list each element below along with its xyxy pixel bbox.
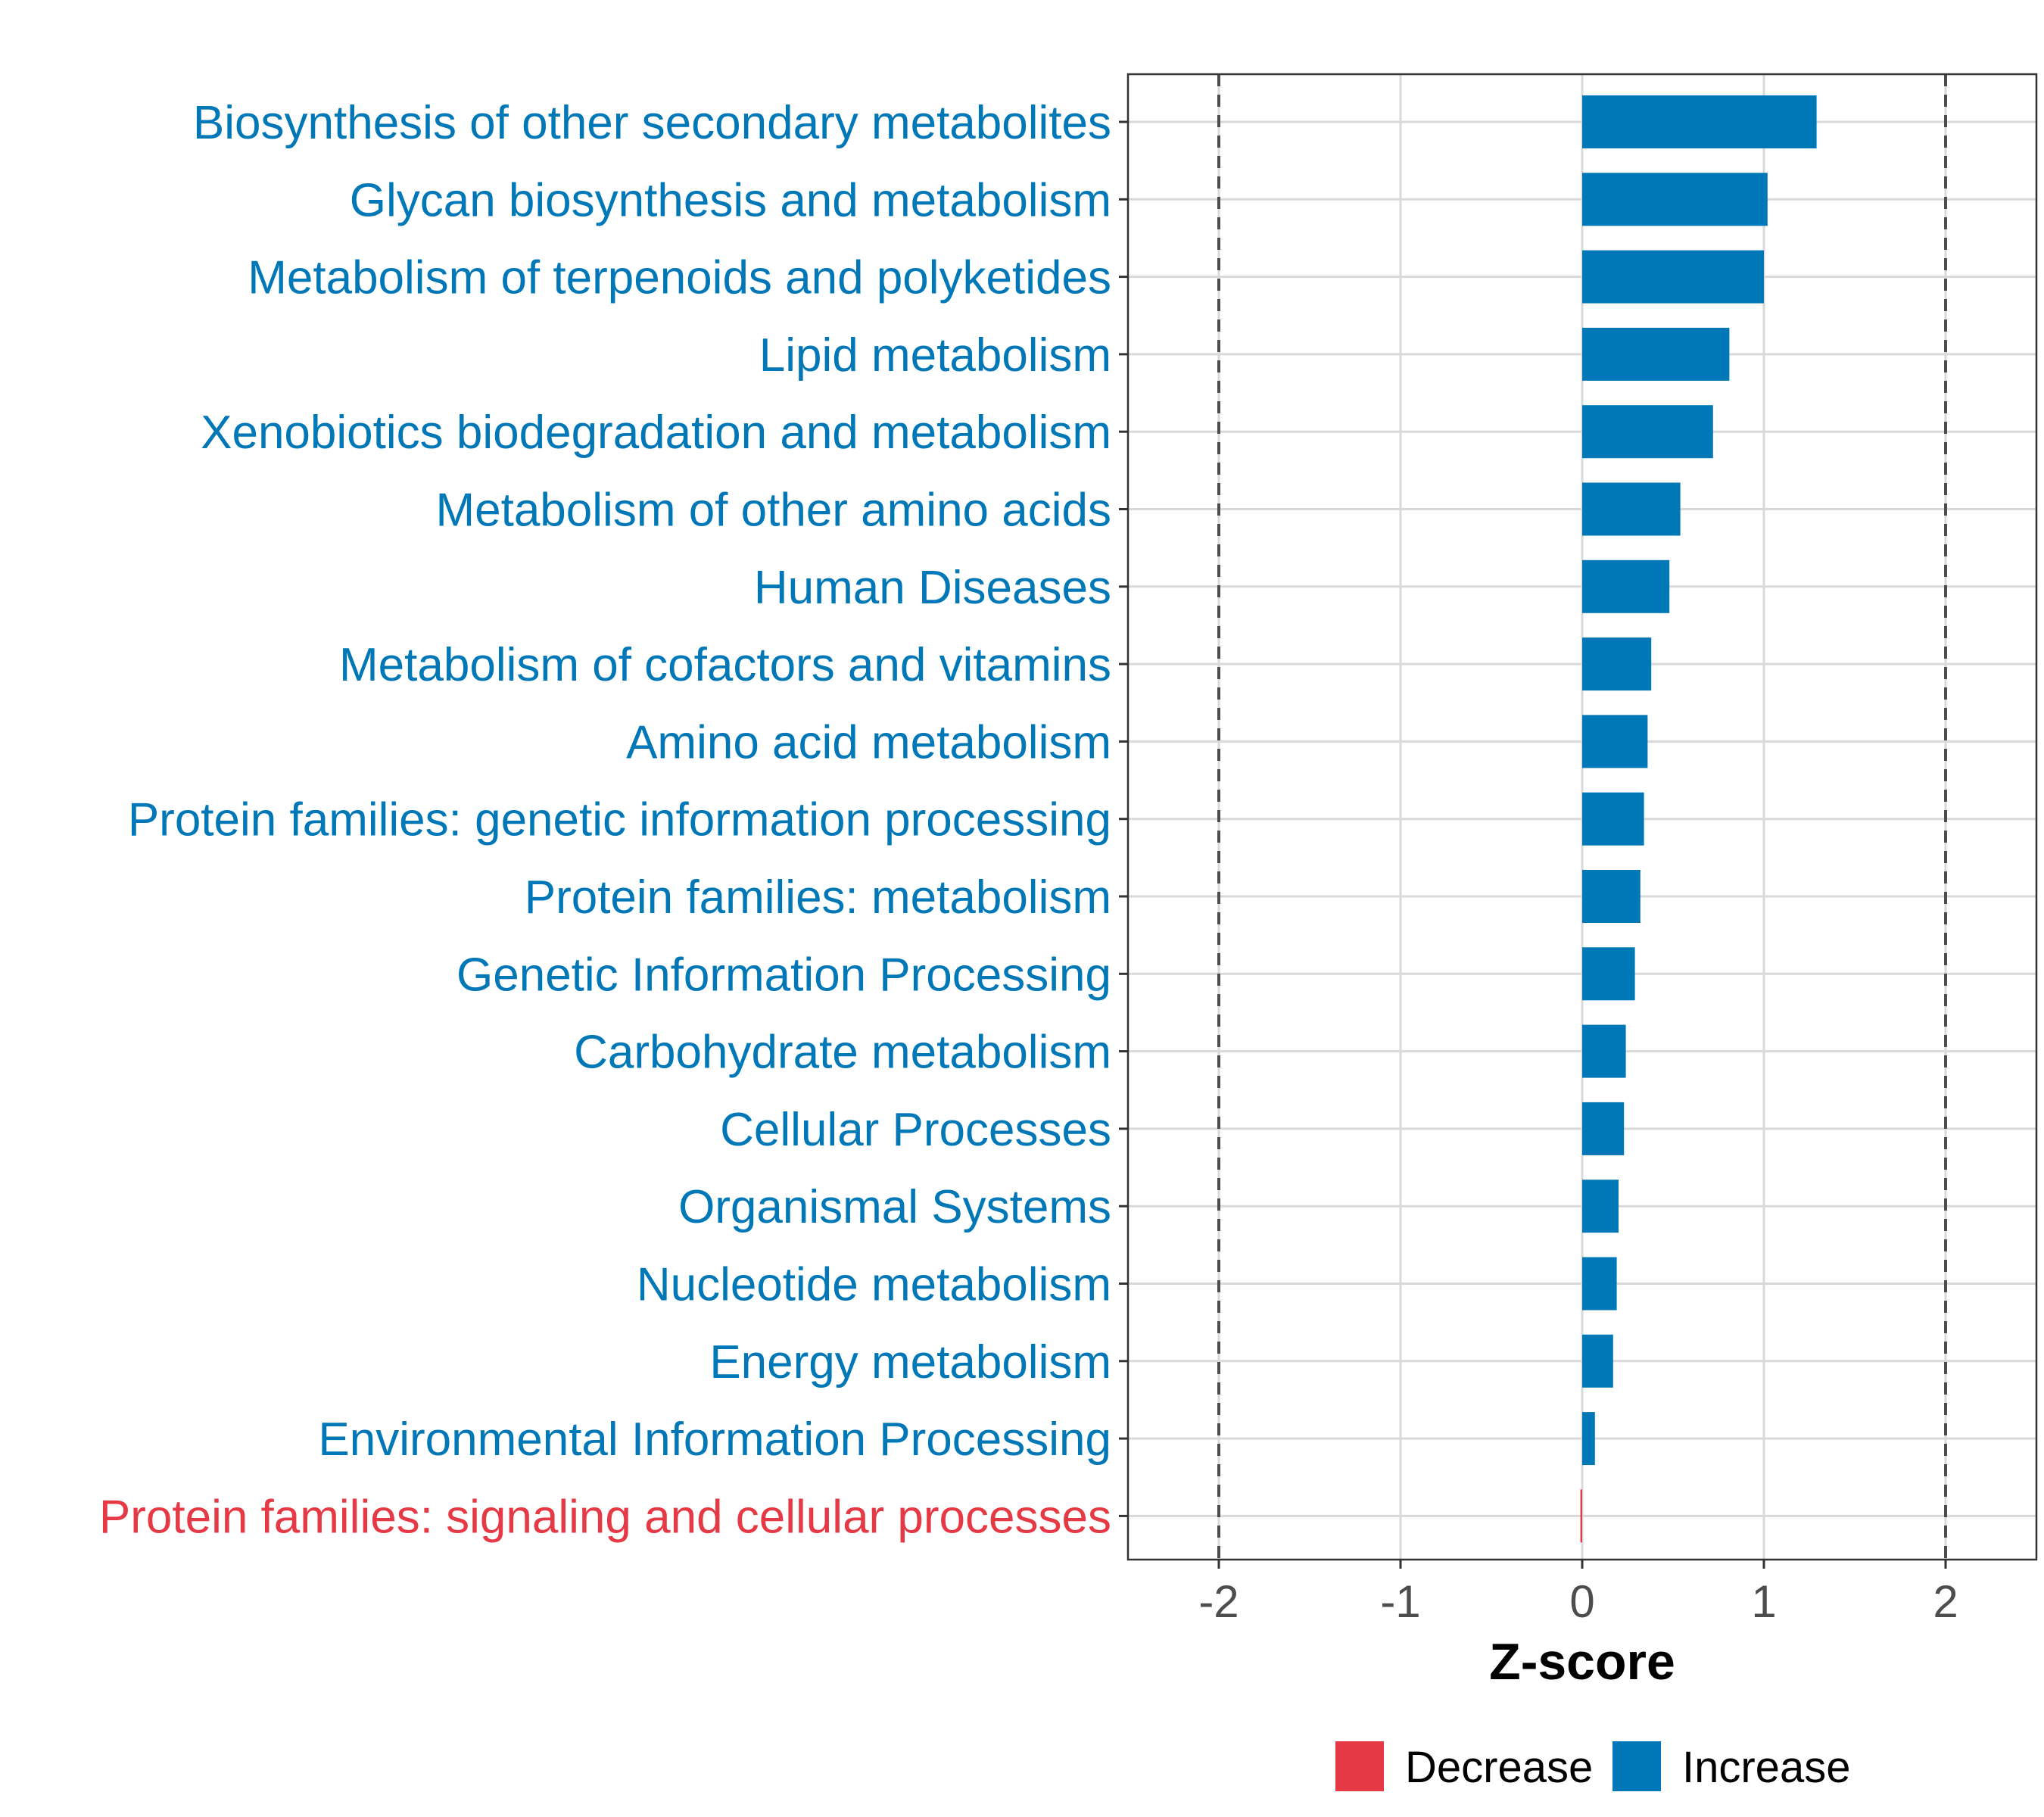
bar (1582, 637, 1652, 691)
x-tick-label: -1 (1380, 1576, 1420, 1627)
category-labels: Biosynthesis of other secondary metaboli… (99, 97, 1111, 1543)
category-label: Protein families: genetic information pr… (128, 794, 1111, 846)
x-tick-label: 2 (1933, 1576, 1958, 1627)
bar (1582, 327, 1730, 381)
bars (1580, 95, 1817, 1543)
bar (1582, 559, 1670, 613)
category-label: Protein families: signaling and cellular… (99, 1491, 1111, 1543)
bar (1582, 1024, 1626, 1078)
x-ticks: -2 -1 0 1 2 (1198, 1560, 1958, 1627)
bar (1582, 95, 1817, 148)
category-label: Protein families: metabolism (525, 871, 1111, 924)
bar (1582, 1102, 1625, 1155)
category-label: Organismal Systems (678, 1181, 1111, 1233)
x-tick-label: -2 (1198, 1576, 1239, 1627)
legend-swatch-decrease (1335, 1741, 1384, 1791)
bar (1582, 250, 1764, 304)
category-label: Carbohydrate metabolism (574, 1027, 1111, 1079)
category-label: Glycan biosynthesis and metabolism (350, 174, 1111, 226)
category-label: Biosynthesis of other secondary metaboli… (193, 97, 1111, 149)
legend-label-decrease: Decrease (1405, 1743, 1593, 1792)
bar (1582, 870, 1640, 923)
bar (1582, 1412, 1595, 1466)
legend-label-increase: Increase (1682, 1743, 1850, 1792)
bar (1582, 947, 1635, 1001)
category-label: Amino acid metabolism (626, 716, 1111, 768)
reference-lines (1217, 74, 1947, 1560)
y-ticks (1119, 120, 1128, 1517)
bar (1582, 715, 1648, 768)
x-tick-label: 0 (1569, 1576, 1594, 1627)
category-label: Energy metabolism (709, 1336, 1111, 1388)
x-tick-label: 1 (1751, 1576, 1776, 1627)
category-label: Environmental Information Processing (318, 1413, 1111, 1466)
category-label: Metabolism of other amino acids (435, 485, 1111, 537)
legend-swatch-increase (1612, 1741, 1661, 1791)
bar (1582, 173, 1768, 226)
category-label: Metabolism of terpenoids and polyketides (248, 252, 1111, 304)
bar (1582, 405, 1713, 459)
legend: Decrease Increase (1335, 1741, 1850, 1792)
bar (1582, 1257, 1617, 1311)
bar (1582, 1180, 1619, 1233)
category-label: Xenobiotics biodegradation and metabolis… (201, 407, 1111, 459)
category-label: Metabolism of cofactors and vitamins (339, 639, 1111, 691)
bar (1580, 1489, 1582, 1543)
x-axis-title: Z-score (1489, 1633, 1675, 1691)
bar (1582, 482, 1681, 536)
category-label: Cellular Processes (720, 1104, 1111, 1156)
category-label: Genetic Information Processing (456, 949, 1111, 1001)
category-label: Lipid metabolism (759, 329, 1111, 382)
category-label: Nucleotide metabolism (637, 1259, 1111, 1311)
bar (1582, 1334, 1613, 1388)
category-label: Human Diseases (754, 562, 1111, 614)
bar (1582, 792, 1644, 846)
